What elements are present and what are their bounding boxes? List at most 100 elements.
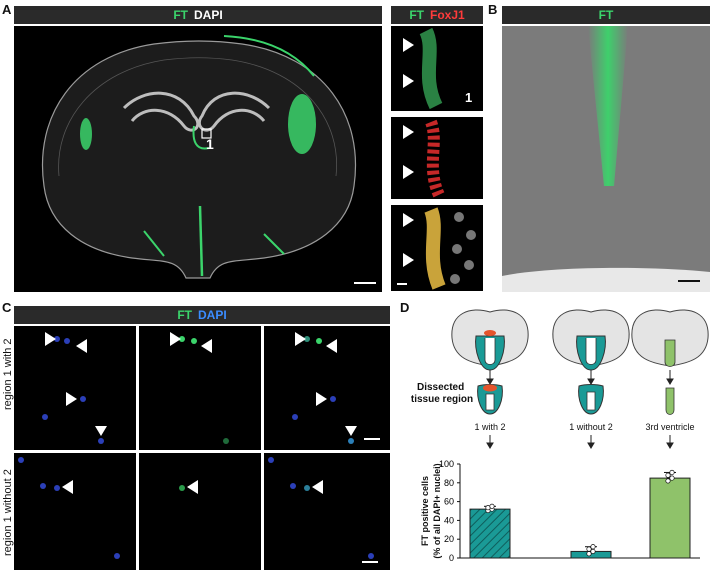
c-row1-dapi — [14, 326, 136, 450]
arrowhead — [95, 426, 107, 436]
nucleus — [80, 396, 86, 402]
dapi-label: DAPI — [194, 8, 223, 22]
panel-label-d: D — [400, 300, 410, 315]
arrows-row1 — [486, 370, 674, 385]
ft-signal-left — [80, 118, 92, 150]
arrowhead — [76, 339, 87, 353]
y-axis-label-line1: FT positive cells — [420, 476, 430, 546]
data-point — [590, 548, 596, 554]
panel-b-ft-label: FT — [598, 8, 614, 22]
merged-cell — [316, 338, 322, 344]
y-tick-label: 60 — [444, 497, 454, 507]
inset-merge-drawing — [424, 207, 476, 290]
merged-cell — [304, 336, 310, 342]
c-row2-merge — [264, 453, 390, 570]
inset-header: FT FoxJ1 — [391, 6, 483, 24]
brain-outline — [42, 40, 357, 279]
inset-marker-1: 1 — [465, 90, 473, 105]
arrowhead — [403, 125, 414, 139]
panel-d-chart: Dissected tissue region 1 with 2 1 witho… — [411, 309, 709, 563]
bar-3 — [649, 477, 691, 559]
ft-signal-midline — [198, 205, 204, 277]
panel-a-header: FT DAPI — [14, 6, 382, 24]
ft-signal-top — [223, 35, 315, 77]
ft-cell — [191, 338, 197, 344]
ft-signal-ventricle — [192, 125, 210, 150]
data-point — [586, 546, 592, 552]
arrowhead — [170, 332, 181, 346]
nucleus — [18, 457, 24, 463]
arrowhead — [403, 213, 414, 227]
inset-foxj1-drawing — [425, 119, 445, 198]
nucleus — [54, 336, 60, 342]
bar-1 — [469, 508, 511, 559]
nucleus — [290, 483, 296, 489]
brain-section-image: 1 — [14, 26, 382, 292]
nucleus — [40, 483, 46, 489]
nucleus — [292, 414, 298, 420]
row-label-without-2: region 1 without 2 — [2, 469, 14, 556]
inset-foxj1-image — [391, 117, 483, 199]
data-point — [665, 478, 671, 484]
c-row2-ft — [139, 453, 261, 570]
panel-c-dapi-label: DAPI — [198, 308, 227, 322]
inset-scale-bar — [397, 283, 407, 285]
arrowhead — [403, 74, 414, 88]
ft-strand — [419, 27, 443, 110]
schematic-1-without-2 — [552, 309, 630, 371]
nucleus — [98, 438, 104, 444]
arrowhead — [326, 339, 337, 353]
panel-b-header: FT — [502, 6, 710, 24]
c-row2-dapi — [14, 453, 136, 570]
category-label-1: 1 with 2 — [474, 422, 505, 432]
foxj1-strand — [425, 119, 445, 198]
panel-label-c: C — [2, 300, 12, 315]
dissected-label-line2: tissue region — [411, 394, 473, 405]
nucleus — [54, 485, 60, 491]
schematic-3rd-ventricle — [631, 309, 709, 367]
dissected-3rd-ventricle — [665, 387, 675, 415]
data-point — [489, 503, 495, 509]
c-row1-merge — [264, 326, 390, 450]
y-ticks: 0 20 40 60 80 100 — [439, 459, 460, 563]
region-marker-1: 1 — [206, 136, 214, 152]
arrowhead — [312, 480, 323, 494]
arrowhead — [403, 38, 414, 52]
nucleus — [368, 553, 374, 559]
panel-c-header: FT DAPI — [14, 306, 390, 324]
panel-label-b: B — [488, 2, 498, 17]
y-tick-label: 0 — [449, 553, 454, 563]
cortex-line — [58, 57, 338, 177]
arrowhead — [403, 165, 414, 179]
merge-strand — [424, 207, 446, 290]
schematic-1-with-2 — [451, 309, 529, 371]
data-point — [669, 469, 675, 476]
data-point — [665, 472, 671, 478]
brain-section-drawing — [42, 35, 357, 279]
arrowhead — [62, 480, 73, 494]
ft-signal-lower-right — [263, 233, 285, 255]
merged-cell — [304, 485, 310, 491]
arrows-row2 — [486, 435, 674, 449]
y-tick-label: 40 — [444, 515, 454, 525]
inset-ft-label: FT — [409, 8, 424, 22]
hippocampus-right — [197, 91, 271, 132]
arrowhead — [66, 392, 77, 406]
y-axis-label-line2: (% of all DAPI+ nuclei) — [432, 463, 442, 558]
arrowhead — [316, 392, 327, 406]
arrowhead — [45, 332, 56, 346]
c-scale-bar — [364, 438, 380, 440]
dapi-nuclei — [450, 212, 476, 284]
nucleus — [42, 414, 48, 420]
inset-ft-drawing — [419, 27, 443, 110]
panel-label-a: A — [2, 2, 12, 17]
data-point — [590, 544, 596, 550]
dissected-1-with-2 — [477, 384, 503, 415]
ft-signal-lower-left — [143, 230, 165, 257]
arrowhead — [403, 253, 414, 267]
bars — [469, 469, 691, 559]
ft-signal-right — [288, 94, 316, 154]
scale-bar — [354, 282, 376, 284]
brightfield-image — [502, 26, 710, 292]
arrowhead — [187, 480, 198, 494]
